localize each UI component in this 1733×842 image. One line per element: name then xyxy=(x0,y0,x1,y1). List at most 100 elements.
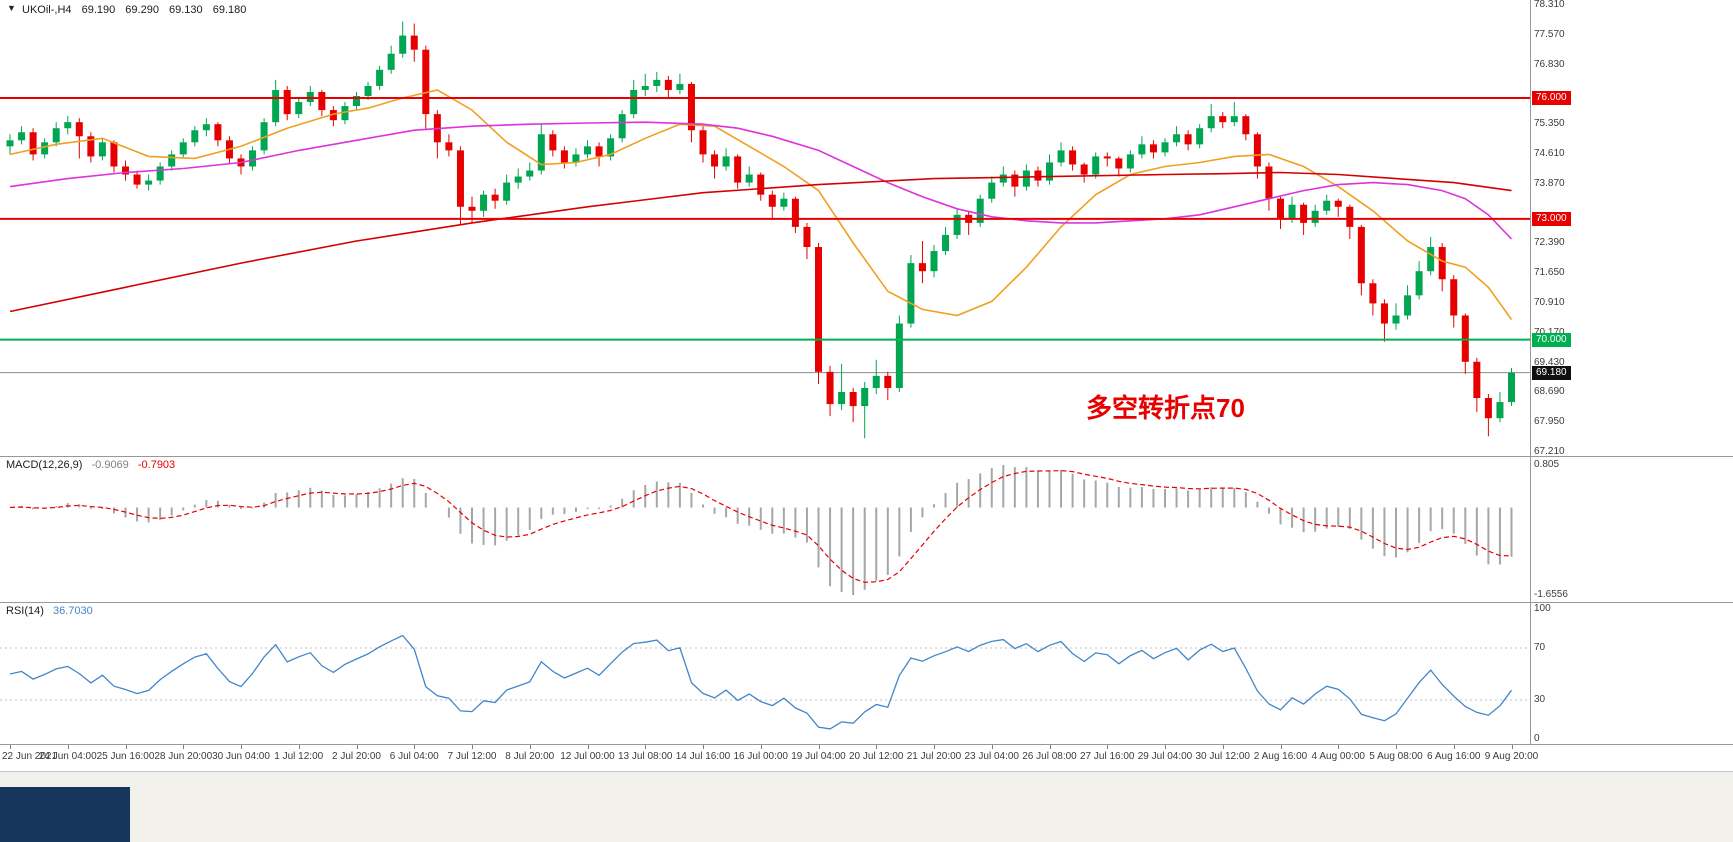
candlestick-canvas[interactable] xyxy=(0,0,1530,456)
time-tick xyxy=(472,745,473,749)
macd-signal-value: -0.7903 xyxy=(137,459,176,471)
rsi-canvas[interactable] xyxy=(0,603,1530,744)
time-tick xyxy=(760,745,762,749)
time-axis-label: 30 Jun 04:00 xyxy=(212,751,270,762)
time-axis-label: 2 Jul 20:00 xyxy=(332,751,381,762)
low-value: 69.130 xyxy=(169,4,203,16)
time-tick xyxy=(241,745,242,749)
time-axis-label: 5 Aug 08:00 xyxy=(1369,751,1423,762)
time-axis-label: 6 Jul 04:00 xyxy=(389,751,439,762)
time-axis-label: 16 Jul 00:00 xyxy=(733,751,789,762)
price-axis-label: 70.170 xyxy=(1534,327,1565,338)
macd-scale-label: 0.805 xyxy=(1534,459,1560,470)
time-axis-label: 12 Jul 00:00 xyxy=(560,751,615,762)
time-axis-label: 14 Jul 16:00 xyxy=(675,751,731,762)
time-axis-label: 20 Jul 12:00 xyxy=(849,751,904,762)
high-value: 69.290 xyxy=(125,4,159,16)
time-axis-label: 9 Aug 20:00 xyxy=(1484,751,1539,762)
time-axis-label: 19 Jul 04:00 xyxy=(791,751,846,762)
price-axis-label: 77.570 xyxy=(1534,28,1565,40)
time-axis-label: 23 Jul 04:00 xyxy=(964,751,1020,762)
macd-title: MACD(12,26,9) -0.9069 -0.7903 xyxy=(6,459,181,471)
time-tick xyxy=(934,745,935,749)
time-tick xyxy=(1107,745,1109,749)
time-axis-label: 30 Jul 12:00 xyxy=(1195,751,1251,762)
rsi-value: 36.7030 xyxy=(52,605,93,617)
price-axis-label: 75.350 xyxy=(1534,118,1565,130)
rsi-scale-label: 30 xyxy=(1534,694,1546,705)
last-price-badge: 69.180 xyxy=(1532,365,1571,380)
time-axis-label: 8 Jul 20:00 xyxy=(505,751,555,762)
time-tick xyxy=(1165,745,1166,749)
time-axis-label: 26 Jul 08:00 xyxy=(1022,751,1077,762)
rsi-label: RSI(14) xyxy=(6,605,44,617)
macd-canvas[interactable] xyxy=(0,457,1530,602)
footer-left-block xyxy=(0,787,130,842)
macd-label: MACD(12,26,9) xyxy=(6,459,83,471)
time-tick xyxy=(1453,745,1455,749)
open-value: 69.190 xyxy=(81,4,116,16)
price-axis-label: 68.690 xyxy=(1534,386,1565,398)
close-value: 69.180 xyxy=(212,4,247,16)
macd-panel[interactable]: MACD(12,26,9) -0.9069 -0.7903 xyxy=(0,457,1530,602)
time-tick xyxy=(414,745,416,749)
time-tick xyxy=(818,745,820,749)
price-axis-label: 69.430 xyxy=(1534,356,1565,368)
price-level-badge: 70.000 xyxy=(1532,332,1571,347)
panel-separator[interactable] xyxy=(0,602,1733,603)
time-axis-label: 1 Jul 12:00 xyxy=(274,751,324,762)
price-level-badge: 73.000 xyxy=(1532,211,1571,226)
rsi-title: RSI(14) 36.7030 xyxy=(6,605,99,617)
macd-scale-label: -1.6556 xyxy=(1534,589,1568,600)
time-scale-border xyxy=(0,744,1733,745)
time-tick xyxy=(67,745,69,749)
chart-shift-triangle-icon[interactable]: ▼ xyxy=(7,3,16,13)
time-axis-label: 7 Jul 12:00 xyxy=(447,751,497,762)
main-chart-panel[interactable]: ▼ UKOil-,H4 69.190 69.290 69.130 69.180 … xyxy=(0,0,1530,456)
time-tick xyxy=(1338,745,1340,749)
time-tick xyxy=(991,745,993,749)
time-scale[interactable]: 22 Jun 2021 24 Jun 04:00 25 Jun 16:00 28 Ju… xyxy=(0,745,1538,771)
chart-title: UKOil-,H4 69.190 69.290 69.130 69.180 xyxy=(22,4,253,16)
price-axis-label: 76.830 xyxy=(1534,58,1565,70)
time-tick xyxy=(587,745,589,749)
panel-separator[interactable] xyxy=(0,456,1733,457)
time-axis-label: 21 Jul 20:00 xyxy=(906,751,962,762)
price-axis-label: 70.910 xyxy=(1534,297,1565,308)
time-tick xyxy=(1396,745,1397,749)
time-tick xyxy=(529,745,531,749)
time-axis-label: 27 Jul 16:00 xyxy=(1080,751,1135,762)
price-axis-label: 72.390 xyxy=(1534,237,1565,249)
time-axis-label: 4 Aug 00:00 xyxy=(1311,751,1365,762)
time-axis-label: 13 Jul 08:00 xyxy=(618,751,673,762)
price-axis-label: 71.650 xyxy=(1534,267,1565,279)
price-axis-label: 67.210 xyxy=(1534,446,1565,457)
time-axis-label: 28 Jun 20:00 xyxy=(154,751,213,762)
time-tick xyxy=(1511,745,1513,749)
price-axis-label: 74.610 xyxy=(1534,148,1565,159)
time-tick xyxy=(356,745,358,749)
time-tick xyxy=(876,745,878,749)
time-tick xyxy=(1049,745,1051,749)
status-bar xyxy=(0,771,1733,842)
time-tick xyxy=(703,745,704,749)
time-tick xyxy=(645,745,647,749)
time-axis-label: 24 Jun 04:00 xyxy=(38,751,97,762)
time-axis-label: 22 Jun 2021 xyxy=(2,751,58,762)
text-annotation[interactable]: 多空转折点70 xyxy=(1086,393,1245,423)
time-axis-label: 6 Aug 16:00 xyxy=(1427,751,1481,762)
time-tick xyxy=(298,745,300,749)
time-axis-label: 25 Jun 16:00 xyxy=(96,751,155,762)
price-axis-label: 67.950 xyxy=(1534,416,1565,428)
rsi-scale-label: 70 xyxy=(1534,642,1546,653)
symbol-period-label: UKOil-,H4 xyxy=(22,4,72,16)
price-axis-label: 78.310 xyxy=(1534,0,1565,10)
time-tick xyxy=(1222,745,1224,749)
time-axis-label: 2 Aug 16:00 xyxy=(1253,751,1308,762)
rsi-scale-label: 0 xyxy=(1534,733,1540,744)
rsi-panel[interactable]: RSI(14) 36.7030 xyxy=(0,603,1530,744)
macd-main-value: -0.9069 xyxy=(91,459,129,471)
price-level-badge: 76.000 xyxy=(1532,91,1571,106)
price-scale-border xyxy=(1530,0,1531,745)
